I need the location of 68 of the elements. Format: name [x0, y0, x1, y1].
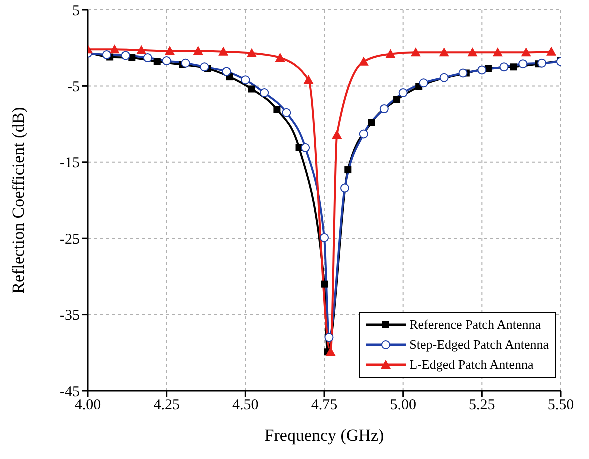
- point: [181, 58, 190, 68]
- point: [274, 106, 281, 114]
- point: [368, 119, 376, 126]
- y-tick-label: -5: [68, 80, 80, 96]
- point: [394, 96, 401, 104]
- point: [359, 130, 368, 139]
- y-tick-label: -45: [60, 384, 80, 400]
- point: [419, 78, 428, 88]
- point: [218, 46, 229, 56]
- x-tick-label: 4.50: [232, 398, 259, 414]
- point: [546, 46, 557, 56]
- y-tick-label: 5: [72, 3, 80, 20]
- point: [440, 73, 449, 82]
- point: [386, 49, 396, 58]
- point: [518, 60, 528, 69]
- x-tick-label: 5.50: [548, 398, 574, 414]
- point: [241, 76, 250, 85]
- point: [110, 44, 120, 54]
- point: [332, 130, 342, 139]
- legend-label: L-Edged Patch Antenna: [410, 356, 534, 374]
- point: [344, 166, 352, 174]
- point: [410, 48, 421, 57]
- point: [121, 51, 130, 60]
- point: [164, 46, 175, 56]
- point: [222, 67, 232, 76]
- point: [304, 75, 314, 84]
- point: [143, 54, 152, 63]
- point: [439, 48, 450, 57]
- point: [468, 48, 478, 57]
- point: [193, 46, 204, 56]
- point: [380, 104, 389, 114]
- point: [154, 58, 161, 66]
- x-tick-label: 4.00: [74, 398, 102, 414]
- point: [102, 50, 112, 60]
- legend-label: Step-Edged Patch Antenna: [410, 336, 549, 354]
- point: [538, 58, 547, 68]
- point: [136, 45, 147, 54]
- point: [458, 68, 468, 78]
- y-axis-title: Reflection Coefficient (dB): [9, 107, 28, 294]
- point: [478, 66, 487, 75]
- point: [492, 48, 503, 57]
- point: [260, 88, 270, 98]
- x-axis-title: Frequency (GHz): [264, 426, 384, 445]
- point: [398, 88, 408, 98]
- y-tick-label: -35: [60, 308, 80, 324]
- point: [324, 333, 334, 342]
- y-tick-label: -15: [60, 156, 80, 172]
- point: [320, 233, 329, 242]
- point: [321, 280, 328, 288]
- point: [200, 62, 210, 72]
- point: [500, 62, 509, 72]
- point: [248, 86, 256, 93]
- point: [521, 48, 532, 57]
- point: [340, 184, 350, 193]
- x-tick-label: 5.25: [469, 398, 496, 414]
- point: [162, 56, 172, 66]
- y-tick-label: -25: [60, 232, 80, 248]
- legend-label: Reference Patch Antenna: [410, 316, 542, 334]
- point: [246, 48, 257, 58]
- point: [358, 56, 369, 66]
- x-tick-label: 4.75: [311, 398, 338, 414]
- point: [301, 143, 310, 152]
- point: [275, 53, 286, 62]
- x-tick-label: 5.00: [390, 398, 416, 414]
- x-tick-label: 4.25: [154, 398, 180, 414]
- point: [282, 108, 292, 118]
- point: [510, 64, 518, 71]
- point: [326, 347, 336, 356]
